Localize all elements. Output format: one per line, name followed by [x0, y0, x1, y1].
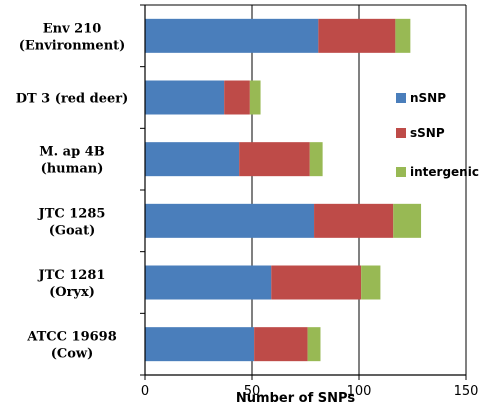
bar-ssnp-1: [224, 80, 250, 115]
plot-area: [145, 5, 466, 375]
legend-swatch-ssnp: [396, 128, 406, 138]
legend-swatch-nsnp: [396, 93, 406, 103]
bar-intergenic-5: [307, 327, 321, 362]
bar-nsnp-1: [145, 80, 225, 115]
bar-ssnp-2: [239, 142, 310, 177]
category-label: M. ap 4B: [39, 145, 105, 160]
bar-nsnp-2: [145, 142, 240, 177]
legend: nSNP sSNP intergenic: [396, 91, 479, 179]
bar-ssnp-0: [318, 18, 396, 53]
category-label: ATCC 19698: [26, 330, 117, 345]
x-tick-label: 150: [454, 384, 479, 399]
x-tick-label: 50: [244, 384, 261, 399]
x-tick-label: 0: [141, 384, 149, 399]
legend-label-intergenic: intergenic: [410, 165, 479, 179]
legend-label-nsnp: nSNP: [410, 91, 446, 105]
category-label: (Goat): [49, 223, 96, 238]
tick-labels: 0 50 100 150: [141, 384, 479, 399]
category-label: DT 3 (red deer): [16, 92, 129, 107]
bar-intergenic-3: [393, 203, 422, 238]
bar-ssnp-4: [271, 265, 362, 300]
category-label: (human): [41, 162, 104, 177]
category-label: JTC 1285: [38, 206, 106, 221]
category-label: (Environment): [19, 38, 126, 53]
x-tick-label: 100: [347, 384, 372, 399]
category-label: (Oryx): [49, 285, 95, 300]
axes: [140, 4, 467, 380]
bar-nsnp-3: [145, 203, 315, 238]
category-labels: Env 210 (Environment) DT 3 (red deer) M. ap…: [16, 21, 129, 361]
category-label: (Cow): [51, 347, 94, 362]
bar-nsnp-0: [145, 18, 319, 53]
x-axis-title: Number of SNPs: [236, 391, 355, 406]
bar-intergenic-4: [361, 265, 381, 300]
bars: [145, 18, 422, 362]
legend-label-ssnp: sSNP: [410, 126, 445, 140]
bar-intergenic-1: [249, 80, 261, 115]
bar-nsnp-4: [145, 265, 272, 300]
bar-ssnp-3: [314, 203, 394, 238]
bar-intergenic-0: [395, 18, 411, 53]
bar-nsnp-5: [145, 327, 255, 362]
bar-intergenic-2: [309, 142, 323, 177]
category-label: Env 210: [43, 21, 102, 36]
legend-swatch-intergenic: [396, 167, 406, 177]
category-label: JTC 1281: [38, 268, 106, 283]
bar-ssnp-5: [254, 327, 308, 362]
